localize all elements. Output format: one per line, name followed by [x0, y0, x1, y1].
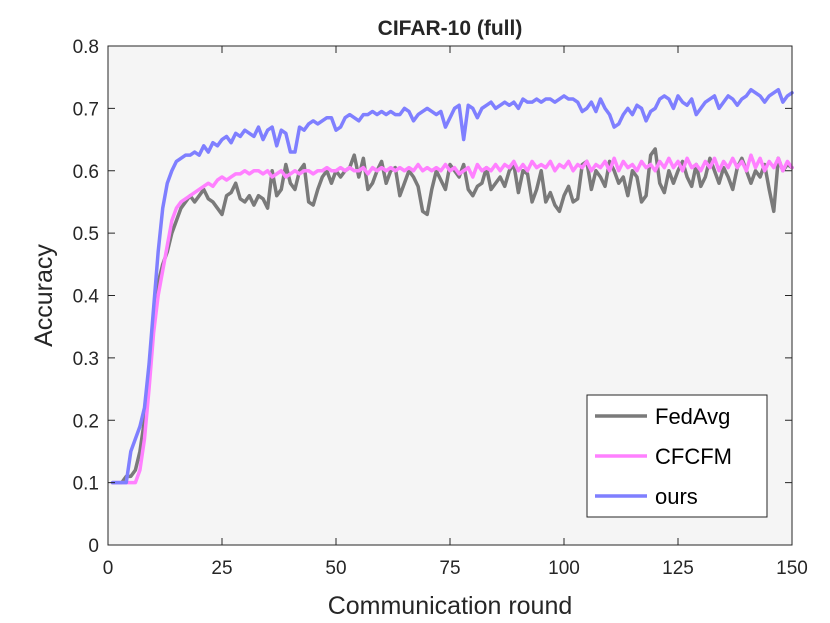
y-tick-label: 0.3 — [73, 349, 99, 370]
legend-label-fedavg: FedAvg — [655, 404, 730, 429]
y-tick-label: 0.7 — [73, 99, 99, 120]
series-line-ours — [110, 87, 794, 485]
x-tick-label: 50 — [325, 558, 346, 579]
legend: FedAvg CFCFM ours — [586, 394, 768, 518]
y-tick-label: 0.6 — [73, 162, 99, 183]
y-axis-label: Accuracy — [30, 244, 58, 347]
y-tick-label: 0.5 — [73, 224, 99, 245]
series-line-cfcfm — [110, 153, 794, 485]
x-tick-label: 125 — [662, 558, 694, 579]
legend-label-cfcfm: CFCFM — [655, 444, 732, 469]
x-tick-label: 0 — [103, 558, 114, 579]
legend-label-ours: ours — [655, 484, 698, 509]
y-tick-label: 0.8 — [73, 37, 99, 58]
chart-title: CIFAR-10 (full) — [378, 17, 523, 40]
y-tick-label: 0.4 — [73, 287, 100, 308]
x-axis-label: Communication round — [328, 592, 573, 620]
ticks-layer: 0 25 50 75 100 125 150 0 0.1 0.2 0.3 0.4 0.5 0.6 0.7 0.… — [73, 37, 808, 579]
x-tick-label: 150 — [776, 558, 808, 579]
series-layer — [110, 87, 794, 485]
y-tick-label: 0.1 — [73, 474, 99, 495]
y-tick-label: 0.2 — [73, 411, 99, 432]
y-tick-label: 0 — [88, 536, 99, 557]
x-tick-label: 25 — [211, 558, 232, 579]
x-tick-label: 75 — [439, 558, 460, 579]
x-tick-label: 100 — [548, 558, 580, 579]
